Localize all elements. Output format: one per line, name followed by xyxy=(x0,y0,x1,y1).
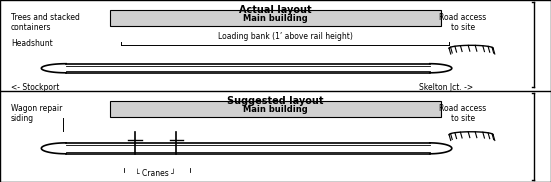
Text: Suggested layout: Suggested layout xyxy=(227,96,324,106)
Text: <- Stockport: <- Stockport xyxy=(11,83,60,92)
Text: Loading bank (1’ above rail height): Loading bank (1’ above rail height) xyxy=(218,32,353,41)
Text: Main building: Main building xyxy=(243,14,308,23)
Text: Skelton Jct. ->: Skelton Jct. -> xyxy=(419,83,473,92)
FancyBboxPatch shape xyxy=(110,10,441,26)
Text: └ Cranes ┘: └ Cranes ┘ xyxy=(135,169,176,178)
Text: Headshunt: Headshunt xyxy=(11,39,53,48)
Text: Road access
to site: Road access to site xyxy=(439,104,487,123)
Text: Wagon repair
siding: Wagon repair siding xyxy=(11,104,62,123)
Text: Main building: Main building xyxy=(243,105,308,114)
Text: Trees and stacked
containers: Trees and stacked containers xyxy=(11,13,80,32)
Text: Road access
to site: Road access to site xyxy=(439,13,487,32)
FancyBboxPatch shape xyxy=(110,101,441,117)
Text: Actual layout: Actual layout xyxy=(239,5,312,15)
